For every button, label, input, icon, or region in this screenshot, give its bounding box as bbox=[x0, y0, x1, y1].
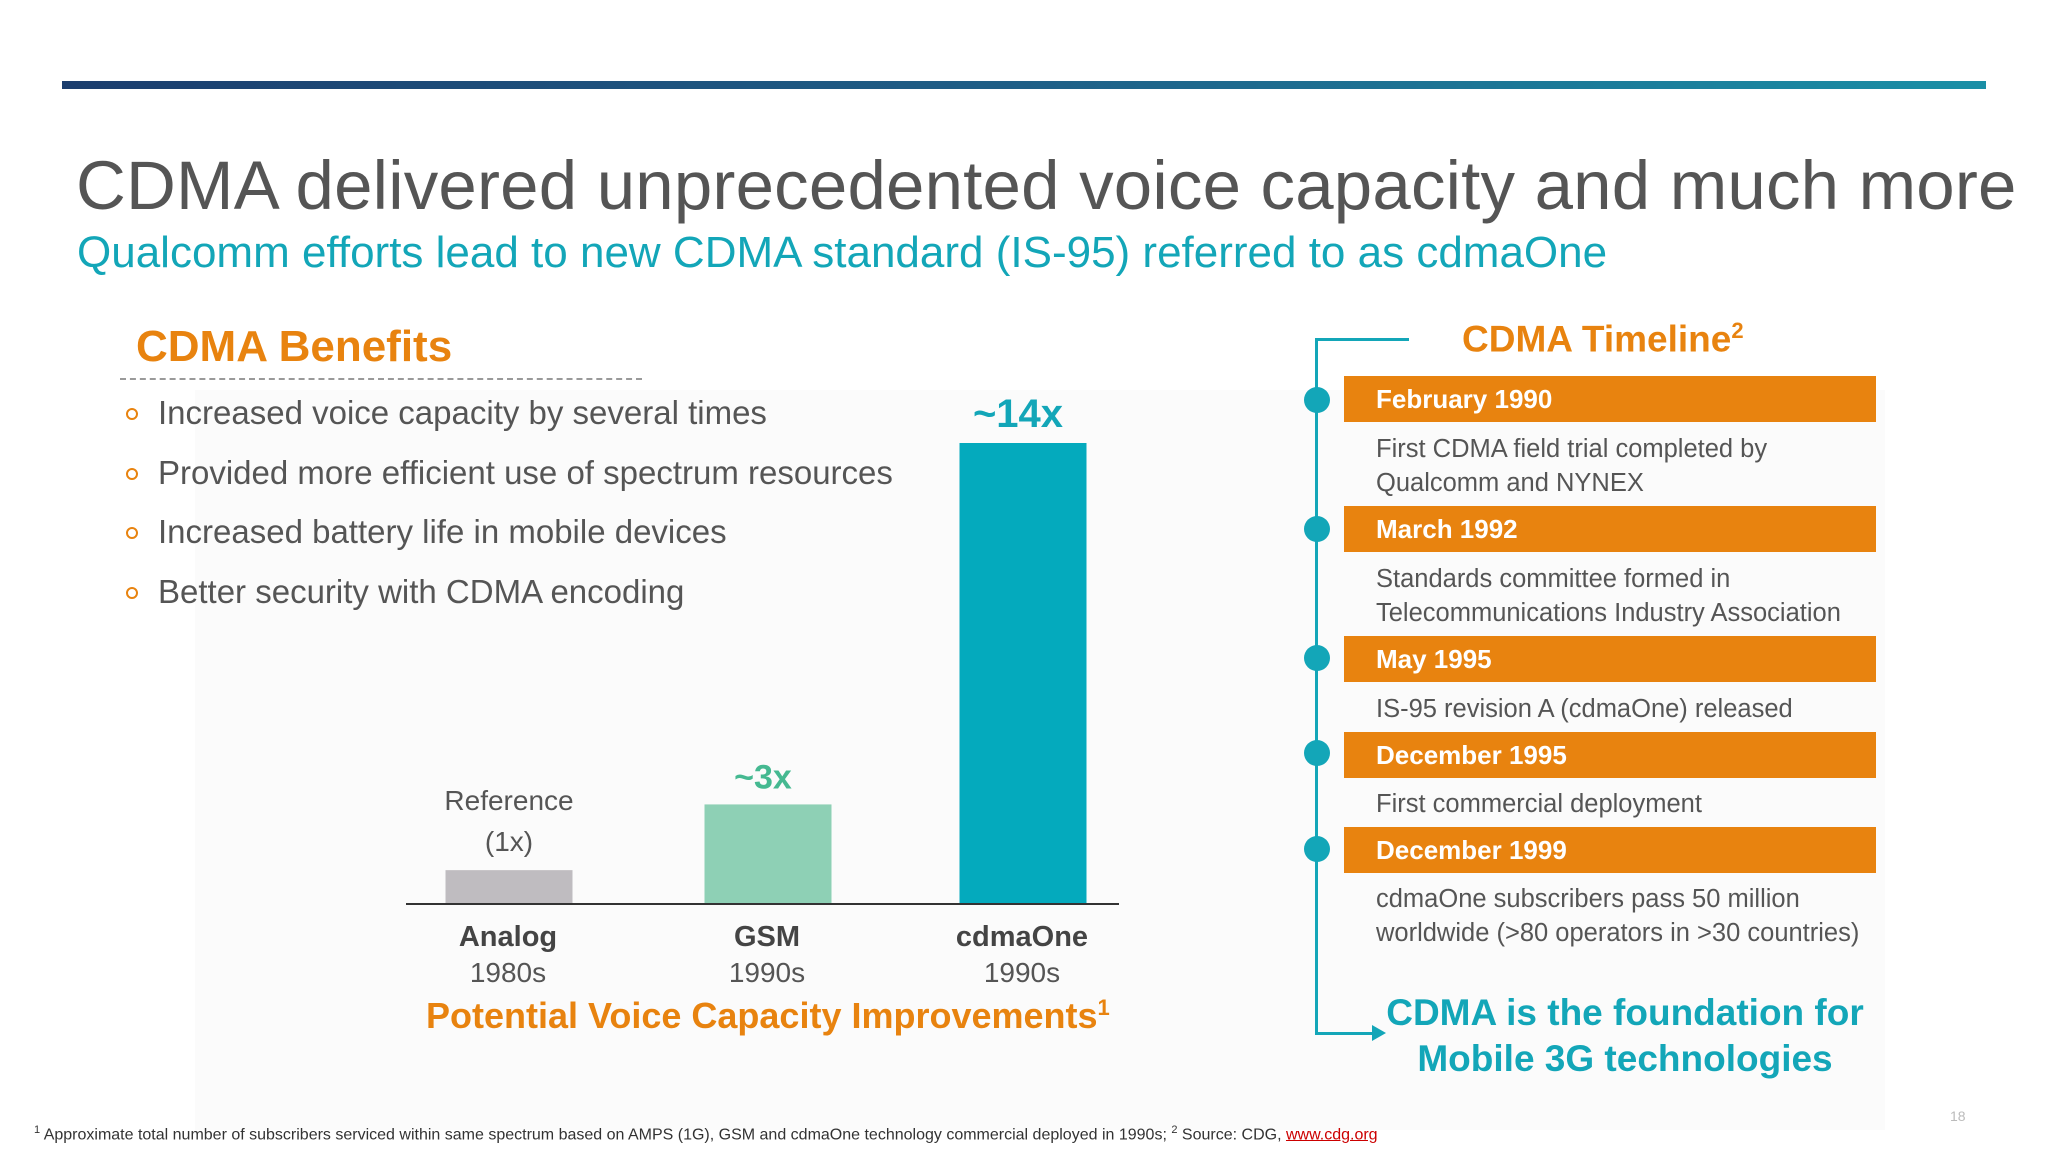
data-label: Reference bbox=[444, 785, 573, 816]
timeline-dot bbox=[1304, 516, 1330, 542]
timeline-conclusion: CDMA is the foundation for Mobile 3G tec… bbox=[1386, 992, 1864, 1079]
timeline-description: cdmaOne subscribers pass 50 million worl… bbox=[1376, 885, 1860, 947]
data-label: ~3x bbox=[734, 758, 792, 796]
benefit-item: Increased voice capacity by several time… bbox=[126, 390, 893, 450]
timeline-axis-top bbox=[1315, 338, 1409, 341]
bullet-circle-icon bbox=[126, 408, 138, 420]
source-link[interactable]: www.cdg.org bbox=[1285, 1126, 1378, 1144]
voice-capacity-chart: Reference (1x) Analog 1980s ~3x GSM 1990s ~14x c… bbox=[406, 392, 1119, 988]
timeline-date-bar: December 1999 bbox=[1344, 827, 1876, 873]
benefit-item: Provided more efficient use of spectrum … bbox=[126, 450, 893, 510]
tick-sublabel: 1990s bbox=[984, 957, 1060, 988]
benefits-divider bbox=[120, 378, 642, 380]
bar-analog bbox=[445, 870, 573, 903]
timeline-description: Standards committee formed in Telecommun… bbox=[1376, 565, 1841, 627]
tick-label: GSM bbox=[734, 921, 800, 953]
timeline-date-bar: March 1992 bbox=[1344, 506, 1876, 552]
timeline-date-bar: December 1995 bbox=[1344, 732, 1876, 778]
bullet-circle-icon bbox=[126, 586, 138, 599]
benefit-item: Better security with CDMA encoding bbox=[126, 569, 893, 629]
timeline-dot bbox=[1304, 387, 1330, 413]
timeline-axis-bottom bbox=[1315, 1032, 1375, 1035]
page-number: 18 bbox=[1950, 1108, 1966, 1124]
bullet-circle-icon bbox=[126, 527, 138, 539]
bar-cdmaone bbox=[959, 443, 1087, 903]
bar-gsm bbox=[704, 804, 832, 903]
data-label-sub: (1x) bbox=[485, 826, 533, 857]
benefits-list: Increased voice capacity by several time… bbox=[126, 390, 893, 628]
timeline-dot bbox=[1304, 836, 1330, 862]
slide-subtitle: Qualcomm efforts lead to new CDMA standa… bbox=[77, 228, 1608, 277]
timeline-description: First CDMA field trial completed by Qual… bbox=[1376, 435, 1768, 497]
bullet-circle-icon bbox=[126, 467, 138, 480]
slide-title: CDMA delivered unprecedented voice capac… bbox=[76, 147, 2017, 224]
timeline-axis bbox=[1315, 338, 1318, 1035]
arrow-right-icon bbox=[1372, 1025, 1386, 1041]
benefit-item: Increased battery life in mobile devices bbox=[126, 509, 893, 569]
tick-label: Analog bbox=[459, 921, 557, 953]
header-rule bbox=[62, 81, 1986, 89]
data-label: ~14x bbox=[973, 392, 1063, 436]
tick-sublabel: 1980s bbox=[470, 957, 546, 988]
timeline-date-bar: February 1990 bbox=[1344, 376, 1876, 422]
tick-label: cdmaOne bbox=[956, 921, 1088, 953]
timeline-description: IS-95 revision A (cdmaOne) released bbox=[1376, 695, 1793, 723]
benefits-heading: CDMA Benefits bbox=[136, 322, 453, 371]
timeline-dot bbox=[1304, 645, 1330, 671]
timeline-dot bbox=[1304, 740, 1330, 766]
timeline-heading: CDMA Timeline2 bbox=[1462, 318, 1744, 360]
chart-title: Potential Voice Capacity Improvements1 bbox=[426, 995, 1110, 1036]
timeline-description: First commercial deployment bbox=[1376, 790, 1702, 818]
footnote: 1 Approximate total number of subscriber… bbox=[34, 1124, 1378, 1144]
timeline-date-bar: May 1995 bbox=[1344, 636, 1876, 682]
tick-sublabel: 1990s bbox=[729, 957, 805, 988]
